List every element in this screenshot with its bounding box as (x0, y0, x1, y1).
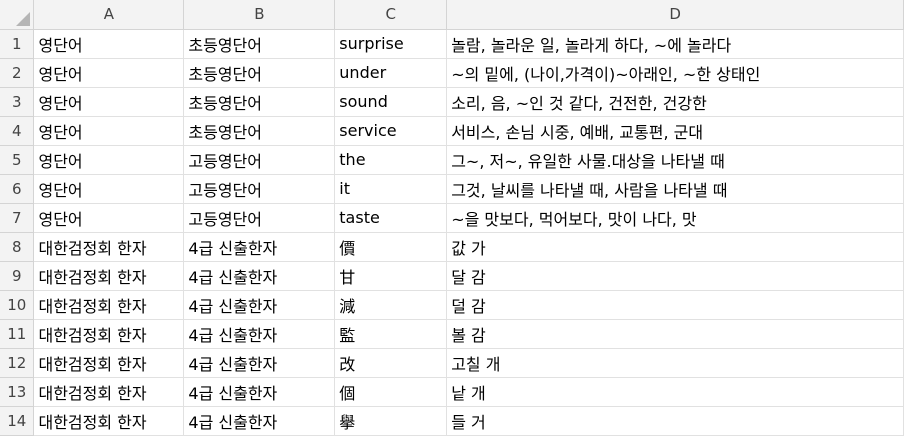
cell-b[interactable]: 4급 신출한자 (183, 377, 336, 407)
cell-d[interactable]: 놀람, 놀라운 일, 놀라게 하다, ~에 놀라다 (446, 29, 904, 59)
row-header[interactable]: 9 (0, 261, 35, 291)
cell-b[interactable]: 4급 신출한자 (183, 319, 336, 349)
cell-b[interactable]: 고등영단어 (183, 174, 336, 204)
table-row: 14 대한검정회 한자 4급 신출한자 擧 들 거 (0, 406, 904, 436)
select-all-triangle-icon (16, 11, 31, 26)
cell-a[interactable]: 영단어 (33, 174, 185, 204)
cell-d[interactable]: 볼 감 (446, 319, 904, 349)
cell-a[interactable]: 영단어 (33, 58, 185, 88)
cell-a[interactable]: 영단어 (33, 29, 185, 59)
table-row: 9 대한검정회 한자 4급 신출한자 甘 달 감 (0, 261, 904, 291)
cell-c[interactable]: 擧 (334, 406, 448, 436)
cell-d[interactable]: 달 감 (446, 261, 904, 291)
cell-d[interactable]: 값 가 (446, 232, 904, 262)
table-row: 10 대한검정회 한자 4급 신출한자 減 덜 감 (0, 290, 904, 320)
table-row: 13 대한검정회 한자 4급 신출한자 個 낱 개 (0, 377, 904, 407)
cell-c[interactable]: taste (334, 203, 448, 233)
cell-b[interactable]: 고등영단어 (183, 203, 336, 233)
cell-a[interactable]: 영단어 (33, 87, 185, 117)
table-row: 4 영단어 초등영단어 service 서비스, 손님 시중, 예배, 교통편, 군대 (0, 116, 904, 146)
cell-b[interactable]: 초등영단어 (183, 87, 336, 117)
select-all-corner[interactable] (0, 0, 35, 30)
cell-a[interactable]: 대한검정회 한자 (33, 348, 185, 378)
cell-a[interactable]: 영단어 (33, 116, 185, 146)
cell-b[interactable]: 4급 신출한자 (183, 290, 336, 320)
cell-a[interactable]: 대한검정회 한자 (33, 261, 185, 291)
row-header[interactable]: 13 (0, 377, 35, 407)
cell-d[interactable]: 고칠 개 (446, 348, 904, 378)
row-header[interactable]: 7 (0, 203, 35, 233)
cell-a[interactable]: 대한검정회 한자 (33, 319, 185, 349)
cell-a[interactable]: 대한검정회 한자 (33, 232, 185, 262)
table-row: 1 영단어 초등영단어 surprise 놀람, 놀라운 일, 놀라게 하다, ~에 놀… (0, 29, 904, 59)
row-header[interactable]: 1 (0, 29, 35, 59)
cell-d[interactable]: ~을 맛보다, 먹어보다, 맛이 나다, 맛 (446, 203, 904, 233)
cell-c[interactable]: the (334, 145, 448, 175)
table-row: 12 대한검정회 한자 4급 신출한자 改 고칠 개 (0, 348, 904, 378)
table-row: 6 영단어 고등영단어 it 그것, 날씨를 나타낼 때, 사람을 나타낼 때 (0, 174, 904, 204)
table-row: 11 대한검정회 한자 4급 신출한자 監 볼 감 (0, 319, 904, 349)
row-header[interactable]: 10 (0, 290, 35, 320)
row-header[interactable]: 4 (0, 116, 35, 146)
cell-b[interactable]: 초등영단어 (183, 116, 336, 146)
table-row: 2 영단어 초등영단어 under ~의 밑에, (나이,가격이)~아래인, ~한 상태… (0, 58, 904, 88)
cell-b[interactable]: 4급 신출한자 (183, 232, 336, 262)
cell-c[interactable]: 個 (334, 377, 448, 407)
cell-c[interactable]: 甘 (334, 261, 448, 291)
cell-c[interactable]: sound (334, 87, 448, 117)
cell-c[interactable]: 價 (334, 232, 448, 262)
row-header[interactable]: 5 (0, 145, 35, 175)
table-row: 3 영단어 초등영단어 sound 소리, 음, ~인 것 같다, 건전한, 건강한 (0, 87, 904, 117)
cell-a[interactable]: 영단어 (33, 203, 185, 233)
cell-d[interactable]: 그~, 저~, 유일한 사물.대상을 나타낼 때 (446, 145, 904, 175)
row-header[interactable]: 2 (0, 58, 35, 88)
cell-a[interactable]: 대한검정회 한자 (33, 290, 185, 320)
row-header[interactable]: 3 (0, 87, 35, 117)
cell-c[interactable]: under (334, 58, 448, 88)
cell-c[interactable]: it (334, 174, 448, 204)
cell-a[interactable]: 대한검정회 한자 (33, 377, 185, 407)
table-row: 7 영단어 고등영단어 taste ~을 맛보다, 먹어보다, 맛이 나다, 맛 (0, 203, 904, 233)
cell-d[interactable]: 들 거 (446, 406, 904, 436)
cell-b[interactable]: 4급 신출한자 (183, 406, 336, 436)
column-header-b[interactable]: B (183, 0, 336, 30)
cell-d[interactable]: 그것, 날씨를 나타낼 때, 사람을 나타낼 때 (446, 174, 904, 204)
cell-d[interactable]: 소리, 음, ~인 것 같다, 건전한, 건강한 (446, 87, 904, 117)
column-header-a[interactable]: A (33, 0, 185, 30)
column-header-c[interactable]: C (334, 0, 448, 30)
row-header[interactable]: 8 (0, 232, 35, 262)
cell-d[interactable]: ~의 밑에, (나이,가격이)~아래인, ~한 상태인 (446, 58, 904, 88)
cell-b[interactable]: 4급 신출한자 (183, 261, 336, 291)
cell-b[interactable]: 초등영단어 (183, 29, 336, 59)
cell-a[interactable]: 영단어 (33, 145, 185, 175)
cell-d[interactable]: 서비스, 손님 시중, 예배, 교통편, 군대 (446, 116, 904, 146)
row-header[interactable]: 11 (0, 319, 35, 349)
cell-b[interactable]: 4급 신출한자 (183, 348, 336, 378)
row-header[interactable]: 14 (0, 406, 35, 436)
cell-b[interactable]: 초등영단어 (183, 58, 336, 88)
cell-b[interactable]: 고등영단어 (183, 145, 336, 175)
cell-c[interactable]: service (334, 116, 448, 146)
cell-c[interactable]: 改 (334, 348, 448, 378)
cell-d[interactable]: 낱 개 (446, 377, 904, 407)
table-row: 8 대한검정회 한자 4급 신출한자 價 값 가 (0, 232, 904, 262)
row-header[interactable]: 6 (0, 174, 35, 204)
table-row: 5 영단어 고등영단어 the 그~, 저~, 유일한 사물.대상을 나타낼 때 (0, 145, 904, 175)
row-header[interactable]: 12 (0, 348, 35, 378)
column-header-d[interactable]: D (446, 0, 904, 30)
cell-d[interactable]: 덜 감 (446, 290, 904, 320)
cell-c[interactable]: 監 (334, 319, 448, 349)
cell-c[interactable]: 減 (334, 290, 448, 320)
cell-c[interactable]: surprise (334, 29, 448, 59)
cell-a[interactable]: 대한검정회 한자 (33, 406, 185, 436)
